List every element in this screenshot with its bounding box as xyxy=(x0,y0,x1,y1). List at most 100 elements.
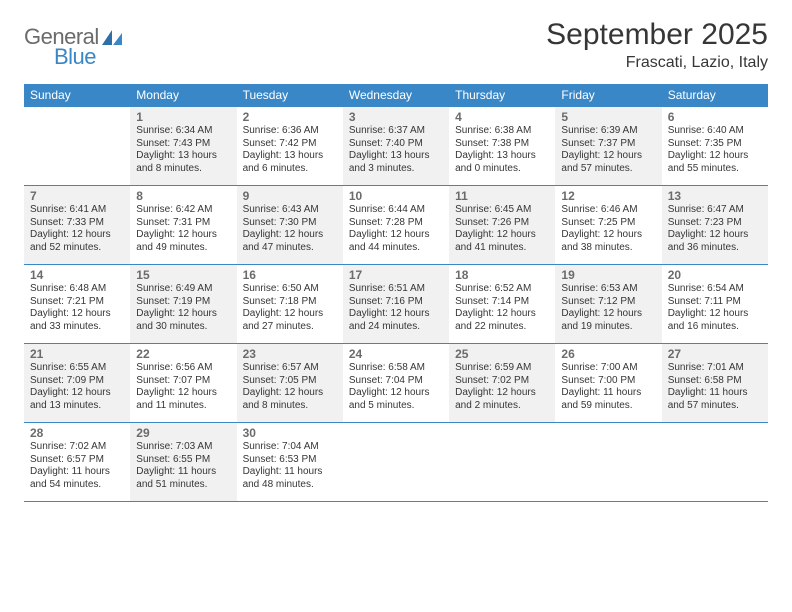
day-number: 28 xyxy=(30,426,124,440)
daylight-line: Daylight: 12 hours xyxy=(136,229,230,242)
daylight-line: Daylight: 11 hours xyxy=(136,466,230,479)
daylight-line: Daylight: 12 hours xyxy=(30,229,124,242)
day-number: 20 xyxy=(668,268,762,282)
day-number: 17 xyxy=(349,268,443,282)
day-cell: 29Sunrise: 7:03 AMSunset: 6:55 PMDayligh… xyxy=(130,423,236,501)
sunset-line: Sunset: 7:11 PM xyxy=(668,296,762,309)
daylight-line: and 6 minutes. xyxy=(243,163,337,176)
sunrise-line: Sunrise: 6:42 AM xyxy=(136,204,230,217)
day-cell: 30Sunrise: 7:04 AMSunset: 6:53 PMDayligh… xyxy=(237,423,343,501)
header-row: General Blue September 2025 Frascati, La… xyxy=(24,18,768,72)
daylight-line: and 57 minutes. xyxy=(561,163,655,176)
sunset-line: Sunset: 6:58 PM xyxy=(668,375,762,388)
day-number: 24 xyxy=(349,347,443,361)
day-cell: 9Sunrise: 6:43 AMSunset: 7:30 PMDaylight… xyxy=(237,186,343,264)
daylight-line: and 38 minutes. xyxy=(561,242,655,255)
daylight-line: and 52 minutes. xyxy=(30,242,124,255)
daylight-line: Daylight: 12 hours xyxy=(561,229,655,242)
day-number: 18 xyxy=(455,268,549,282)
daylight-line: Daylight: 13 hours xyxy=(455,150,549,163)
sunset-line: Sunset: 7:14 PM xyxy=(455,296,549,309)
day-cell: 21Sunrise: 6:55 AMSunset: 7:09 PMDayligh… xyxy=(24,344,130,422)
daylight-line: and 27 minutes. xyxy=(243,321,337,334)
sunset-line: Sunset: 7:23 PM xyxy=(668,217,762,230)
sunset-line: Sunset: 7:35 PM xyxy=(668,138,762,151)
day-number: 23 xyxy=(243,347,337,361)
daylight-line: and 57 minutes. xyxy=(668,400,762,413)
daylight-line: and 55 minutes. xyxy=(668,163,762,176)
daylight-line: and 41 minutes. xyxy=(455,242,549,255)
sunset-line: Sunset: 7:04 PM xyxy=(349,375,443,388)
daylight-line: Daylight: 12 hours xyxy=(349,387,443,400)
location: Frascati, Lazio, Italy xyxy=(546,54,768,72)
daylight-line: Daylight: 12 hours xyxy=(243,229,337,242)
sunrise-line: Sunrise: 6:51 AM xyxy=(349,283,443,296)
sunrise-line: Sunrise: 6:50 AM xyxy=(243,283,337,296)
sunrise-line: Sunrise: 6:45 AM xyxy=(455,204,549,217)
daylight-line: and 24 minutes. xyxy=(349,321,443,334)
day-cell: 2Sunrise: 6:36 AMSunset: 7:42 PMDaylight… xyxy=(237,107,343,185)
day-cell: 25Sunrise: 6:59 AMSunset: 7:02 PMDayligh… xyxy=(449,344,555,422)
daylight-line: and 54 minutes. xyxy=(30,479,124,492)
daylight-line: and 13 minutes. xyxy=(30,400,124,413)
sunset-line: Sunset: 7:30 PM xyxy=(243,217,337,230)
sunset-line: Sunset: 7:42 PM xyxy=(243,138,337,151)
sunrise-line: Sunrise: 6:53 AM xyxy=(561,283,655,296)
day-number: 3 xyxy=(349,110,443,124)
daylight-line: Daylight: 11 hours xyxy=(243,466,337,479)
sunrise-line: Sunrise: 6:44 AM xyxy=(349,204,443,217)
sunset-line: Sunset: 7:26 PM xyxy=(455,217,549,230)
sunrise-line: Sunrise: 6:46 AM xyxy=(561,204,655,217)
sunrise-line: Sunrise: 6:40 AM xyxy=(668,125,762,138)
sunset-line: Sunset: 7:33 PM xyxy=(30,217,124,230)
day-number: 12 xyxy=(561,189,655,203)
dow-cell: Monday xyxy=(130,84,236,107)
dow-row: SundayMondayTuesdayWednesdayThursdayFrid… xyxy=(24,84,768,107)
sunrise-line: Sunrise: 6:58 AM xyxy=(349,362,443,375)
daylight-line: Daylight: 13 hours xyxy=(243,150,337,163)
day-cell: 20Sunrise: 6:54 AMSunset: 7:11 PMDayligh… xyxy=(662,265,768,343)
day-cell xyxy=(449,423,555,501)
daylight-line: Daylight: 12 hours xyxy=(668,150,762,163)
day-cell: 22Sunrise: 6:56 AMSunset: 7:07 PMDayligh… xyxy=(130,344,236,422)
day-number: 19 xyxy=(561,268,655,282)
sunrise-line: Sunrise: 6:57 AM xyxy=(243,362,337,375)
sunrise-line: Sunrise: 7:02 AM xyxy=(30,441,124,454)
day-number: 5 xyxy=(561,110,655,124)
day-cell: 8Sunrise: 6:42 AMSunset: 7:31 PMDaylight… xyxy=(130,186,236,264)
day-cell: 18Sunrise: 6:52 AMSunset: 7:14 PMDayligh… xyxy=(449,265,555,343)
sunrise-line: Sunrise: 7:04 AM xyxy=(243,441,337,454)
daylight-line: and 0 minutes. xyxy=(455,163,549,176)
day-cell: 14Sunrise: 6:48 AMSunset: 7:21 PMDayligh… xyxy=(24,265,130,343)
sunset-line: Sunset: 7:05 PM xyxy=(243,375,337,388)
daylight-line: and 2 minutes. xyxy=(455,400,549,413)
sunset-line: Sunset: 7:12 PM xyxy=(561,296,655,309)
sunset-line: Sunset: 7:00 PM xyxy=(561,375,655,388)
day-number: 21 xyxy=(30,347,124,361)
day-number: 8 xyxy=(136,189,230,203)
dow-cell: Sunday xyxy=(24,84,130,107)
day-number: 15 xyxy=(136,268,230,282)
sunrise-line: Sunrise: 6:54 AM xyxy=(668,283,762,296)
sunset-line: Sunset: 6:55 PM xyxy=(136,454,230,467)
daylight-line: and 51 minutes. xyxy=(136,479,230,492)
sail-icon xyxy=(101,28,123,46)
sunrise-line: Sunrise: 6:38 AM xyxy=(455,125,549,138)
day-number: 22 xyxy=(136,347,230,361)
daylight-line: Daylight: 12 hours xyxy=(668,229,762,242)
sunrise-line: Sunrise: 6:43 AM xyxy=(243,204,337,217)
day-cell: 23Sunrise: 6:57 AMSunset: 7:05 PMDayligh… xyxy=(237,344,343,422)
day-number: 7 xyxy=(30,189,124,203)
daylight-line: and 36 minutes. xyxy=(668,242,762,255)
sunrise-line: Sunrise: 7:03 AM xyxy=(136,441,230,454)
day-cell: 5Sunrise: 6:39 AMSunset: 7:37 PMDaylight… xyxy=(555,107,661,185)
sunset-line: Sunset: 7:28 PM xyxy=(349,217,443,230)
sunrise-line: Sunrise: 6:41 AM xyxy=(30,204,124,217)
daylight-line: Daylight: 13 hours xyxy=(136,150,230,163)
sunset-line: Sunset: 7:38 PM xyxy=(455,138,549,151)
daylight-line: Daylight: 12 hours xyxy=(561,308,655,321)
sunset-line: Sunset: 7:16 PM xyxy=(349,296,443,309)
daylight-line: Daylight: 12 hours xyxy=(349,229,443,242)
day-number: 30 xyxy=(243,426,337,440)
daylight-line: and 48 minutes. xyxy=(243,479,337,492)
